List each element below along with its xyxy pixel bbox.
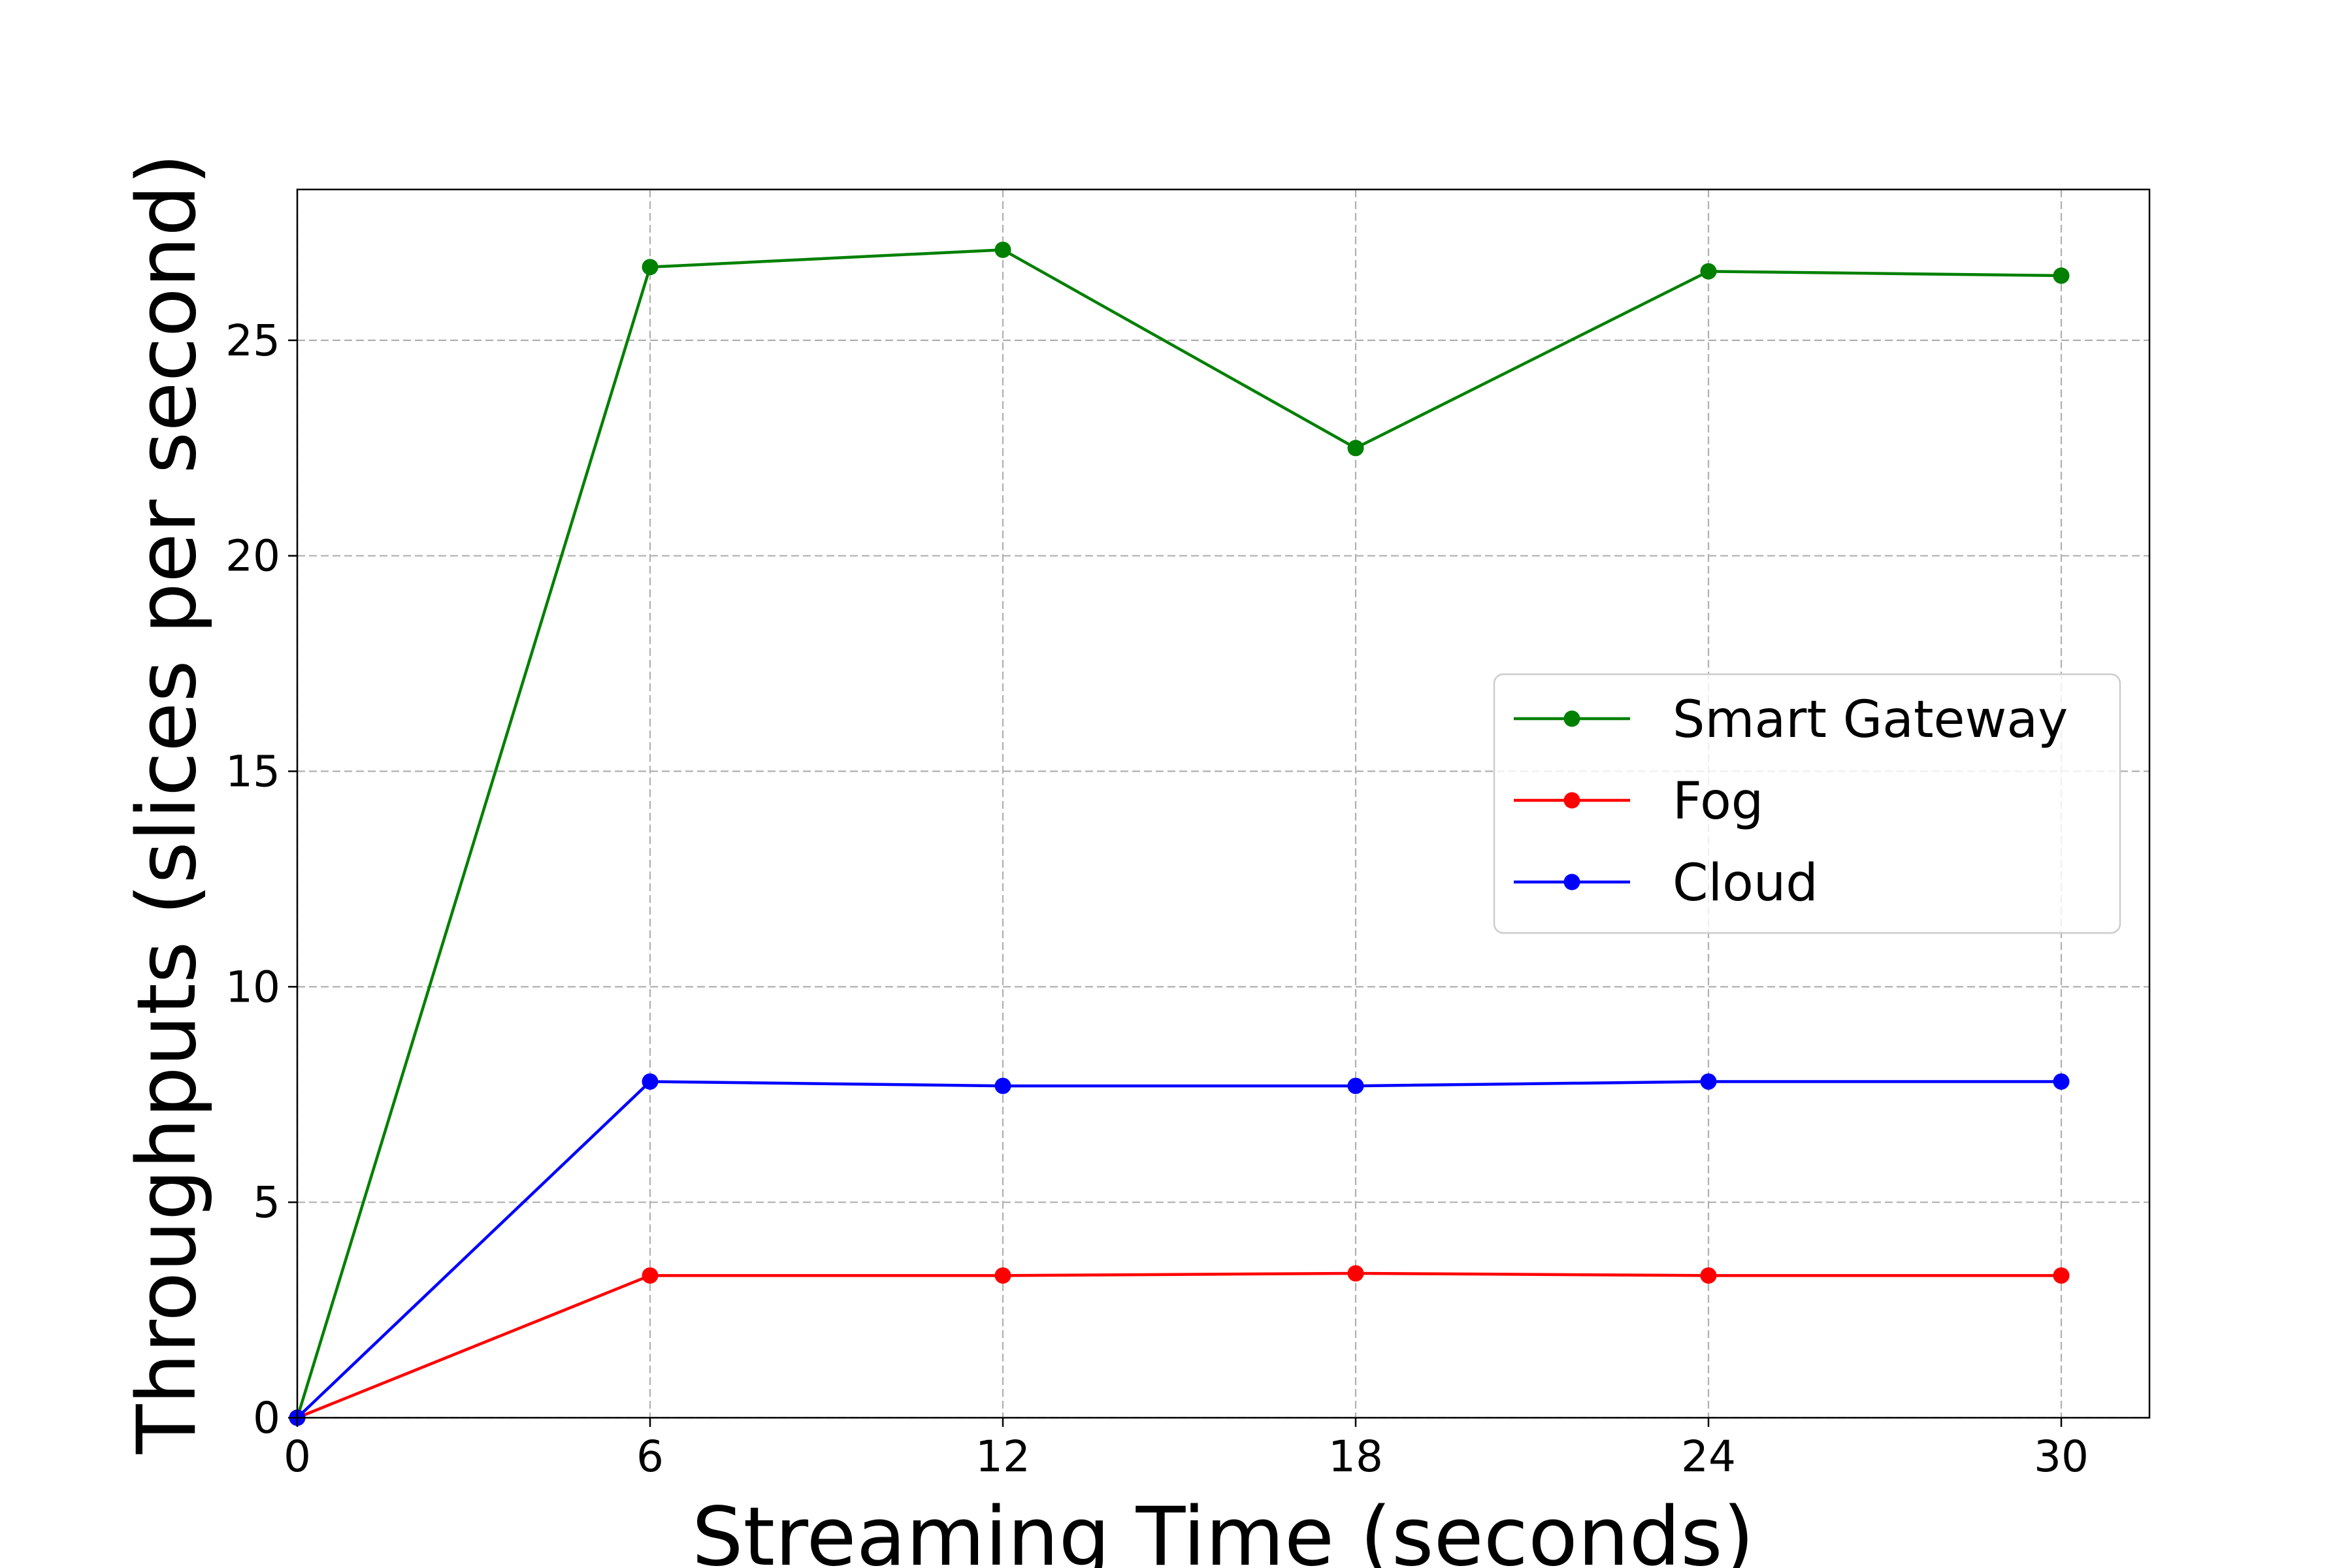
- series-line-fog: [297, 1271, 2061, 1420]
- legend-box: [1493, 673, 2121, 934]
- series-line-cloud: [296, 1080, 2061, 1419]
- series-fog: [289, 1265, 2070, 1426]
- legend: Smart Gateway Fog Cloud: [1493, 673, 2121, 934]
- x-tick-label: 30: [2034, 1431, 2089, 1482]
- legend-label-cloud: Cloud: [1673, 854, 1818, 913]
- legend-swatch-marker: [1563, 710, 1580, 727]
- y-axis-label: Throughputs (slices per second): [120, 154, 214, 1455]
- data-point-cloud: [2053, 1073, 2070, 1090]
- data-point-cloud: [1347, 1077, 1364, 1094]
- data-point-smart-gateway: [2053, 267, 2070, 284]
- series-layer: [289, 241, 2070, 1426]
- legend-swatch-marker: [1563, 874, 1580, 890]
- data-point-fog: [2053, 1267, 2070, 1284]
- data-point-cloud: [642, 1073, 659, 1090]
- y-tick-label: 10: [225, 962, 280, 1012]
- legend-label-smart-gateway: Smart Gateway: [1673, 691, 2068, 749]
- data-point-smart-gateway: [994, 241, 1011, 258]
- legend-entry-fog: Fog: [1514, 772, 1763, 831]
- legend-label-fog: Fog: [1673, 772, 1763, 831]
- data-point-smart-gateway: [642, 259, 659, 276]
- data-point-fog: [994, 1267, 1011, 1284]
- x-tick-label: 24: [1681, 1431, 1736, 1482]
- y-tick-label: 15: [225, 747, 280, 797]
- x-tick-label: 18: [1328, 1431, 1383, 1482]
- legend-entry-smart-gateway: Smart Gateway: [1514, 691, 2068, 749]
- y-tick-label: 0: [253, 1393, 280, 1443]
- y-tick-label: 25: [225, 316, 280, 366]
- y-tick-label: 5: [253, 1177, 280, 1228]
- y-tick-label: 20: [225, 531, 280, 581]
- x-tick-label: 6: [636, 1431, 664, 1482]
- x-tick-label: 12: [975, 1431, 1030, 1482]
- data-point-smart-gateway: [1700, 263, 1717, 280]
- data-point-fog: [1700, 1267, 1717, 1284]
- legend-swatch-marker: [1563, 792, 1580, 809]
- data-point-fog: [1347, 1265, 1364, 1282]
- x-tick-label: 0: [284, 1431, 311, 1482]
- x-axis-label: Streaming Time (seconds): [692, 1490, 1754, 1568]
- plot-frame: [296, 188, 2151, 1419]
- data-point-cloud: [1700, 1073, 1717, 1090]
- legend-entry-cloud: Cloud: [1514, 854, 1818, 913]
- data-point-fog: [642, 1267, 659, 1284]
- data-point-smart-gateway: [1347, 440, 1364, 457]
- series-line-smart-gateway: [295, 248, 2062, 1418]
- axis-ticks: 0 6 12 18 24 30 0 5 10 15 20 25: [225, 316, 2089, 1482]
- series-cloud: [289, 1073, 2070, 1426]
- data-point-cloud: [994, 1077, 1011, 1094]
